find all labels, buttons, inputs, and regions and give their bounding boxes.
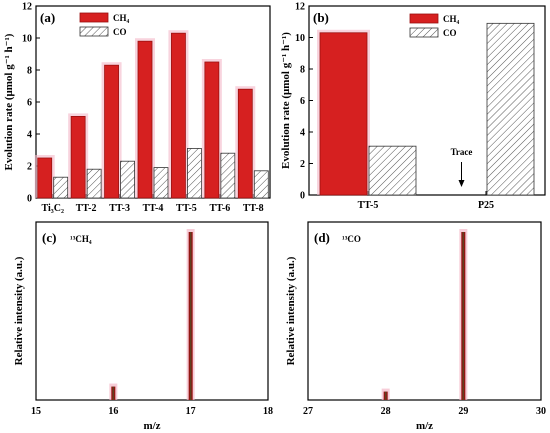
plot-frame-d [307, 221, 542, 401]
legend-co-label: CO [113, 27, 127, 37]
co-bar [86, 168, 102, 199]
x-axis-label: m/z [416, 420, 433, 432]
co-bar [53, 176, 69, 199]
co-bar [368, 145, 417, 196]
y-tick-label: 0 [300, 191, 305, 202]
x-tick-label: 29 [458, 406, 468, 417]
x-tick-label: TT-8 [243, 203, 264, 214]
ch4-bar [70, 116, 86, 199]
ch4-bar [319, 32, 368, 196]
y-tick-label: 12 [22, 2, 32, 13]
legend-ch4-label: CH₄ [443, 14, 460, 24]
y-axis-label: Evolution rate (μmol g⁻¹ h⁻¹) [3, 33, 15, 170]
panel-label: (c) [42, 230, 56, 245]
legend-ch4-swatch [409, 13, 439, 24]
species-label: ¹³CH₄ [70, 234, 92, 244]
plot-frame-c [35, 221, 269, 401]
co-bar [187, 147, 202, 199]
panel-c-chart: 15 16 17 18 m/z Relative intensity (a.u.) (c) ¹… [13, 221, 273, 432]
x-tick-label: TT-6 [209, 203, 230, 214]
x-tick-label: TT-5 [176, 203, 197, 214]
panel-b-chart: 0 2 4 6 8 10 12 TT-5 P25 Evolution rate (μmol g⁻¹… [280, 2, 546, 211]
peak-core [112, 386, 115, 400]
y-tick-label: 10 [22, 34, 32, 45]
panel-d-chart: 27 28 29 30 m/z Relative intensity (a.u.) (d) ¹… [285, 221, 546, 432]
co-bar [153, 167, 169, 199]
co-bar [486, 22, 535, 196]
co-bar [253, 170, 269, 199]
x-tick-label: 17 [186, 406, 196, 417]
ch4-bar [37, 157, 53, 199]
x-tick-label: TT-3 [109, 203, 130, 214]
y-tick-label: 2 [27, 162, 32, 173]
ch4-bar [104, 64, 119, 199]
y-tick-label: 4 [300, 128, 305, 139]
legend-co-swatch [79, 26, 109, 37]
panel-label: (b) [313, 10, 329, 25]
x-tick-label: Ti₃C₂ [41, 203, 64, 214]
x-tick-label: TT-5 [358, 200, 379, 211]
ch4-bar [137, 40, 153, 199]
legend-co-swatch [409, 27, 439, 38]
x-tick-label: 27 [303, 406, 313, 417]
y-tick-label: 12 [295, 2, 305, 13]
trace-arrow-head [458, 180, 465, 187]
x-tick-label: 18 [263, 406, 273, 417]
trace-annotation: Trace [451, 147, 473, 157]
y-tick-label: 2 [300, 159, 305, 170]
x-tick-label: 28 [381, 406, 391, 417]
y-tick-label: 10 [295, 33, 305, 44]
y-axis-label: Relative intensity (a.u.) [13, 256, 25, 365]
peak-core [384, 391, 387, 400]
ch4-bar [204, 61, 220, 199]
legend-ch4-label: CH₄ [113, 13, 130, 23]
x-axis-label: m/z [143, 420, 160, 432]
co-bar [120, 160, 135, 199]
y-axis-label: Relative intensity (a.u.) [285, 256, 297, 365]
y-tick-label: 6 [27, 98, 32, 109]
panel-a-chart: 0 2 4 6 8 10 12 Ti₃C₂ TT-2 TT-3 TT-4 TT-5 TT-6 TT-8 Ev… [3, 2, 271, 214]
x-tick-label: 15 [31, 406, 41, 417]
y-tick-label: 4 [27, 130, 32, 141]
peak-core [462, 232, 465, 400]
species-label: ¹³CO [342, 234, 361, 244]
co-bar [220, 152, 236, 199]
legend-co-label: CO [443, 28, 457, 38]
y-axis-label: Evolution rate (μmol g⁻¹ h⁻¹) [280, 32, 292, 169]
panel-label: (d) [314, 230, 330, 245]
x-tick-label: TT-4 [143, 203, 164, 214]
y-tick-label: 0 [27, 194, 32, 205]
y-tick-label: 6 [300, 96, 305, 107]
y-tick-label: 8 [27, 66, 32, 77]
x-tick-label: 30 [536, 406, 546, 417]
x-tick-label: P25 [478, 200, 494, 211]
legend-ch4-swatch [79, 12, 109, 23]
x-tick-label: 16 [108, 406, 118, 417]
panel-label: (a) [40, 10, 55, 25]
ch4-bar [237, 88, 253, 199]
x-tick-label: TT-2 [76, 203, 97, 214]
ch4-bar [171, 32, 186, 199]
y-tick-label: 8 [300, 65, 305, 76]
peak-core [189, 232, 192, 400]
